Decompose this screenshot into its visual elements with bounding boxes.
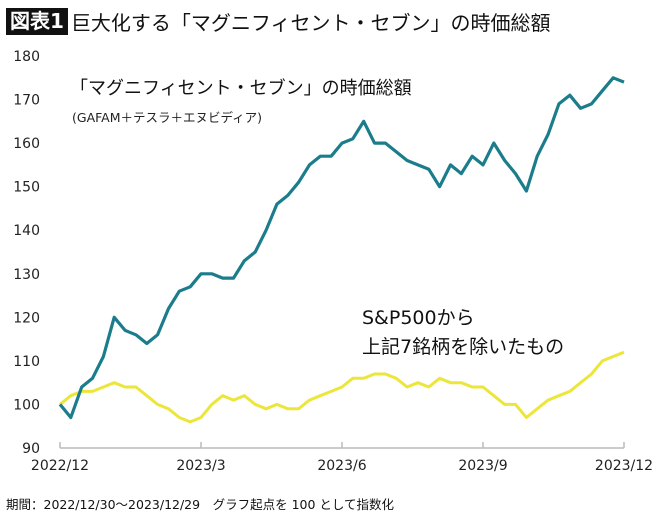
series-line-magnificent-seven — [58, 76, 625, 420]
x-tick-label: 2023/12 — [595, 458, 653, 474]
y-tick-label: 100 — [13, 397, 40, 413]
series-sublabel-magnificent-seven: (GAFAM＋テスラ＋エヌビディア) — [72, 110, 262, 125]
y-tick-label: 120 — [13, 310, 40, 326]
series-label-sp500-ex7-line1: S&P500から — [362, 307, 475, 329]
series-line-sp500-ex7 — [59, 350, 625, 424]
y-tick-label: 140 — [13, 223, 40, 239]
y-tick-label: 130 — [13, 267, 40, 283]
y-tick-label: 170 — [13, 93, 40, 109]
figure-title: 図表1 巨大化する「マグニフィセント・セブン」の時価総額 — [6, 7, 551, 36]
series-label-magnificent-seven: 「マグニフィセント・セブン」の時価総額 — [70, 77, 412, 99]
x-tick-label: 2022/12 — [31, 458, 89, 474]
y-tick-label: 180 — [13, 49, 40, 65]
footnote: 期間：2022/12/30〜2023/12/29 グラフ起点を 100 として指… — [6, 497, 395, 512]
title-text: 巨大化する「マグニフィセント・セブン」の時価総額 — [70, 11, 551, 35]
y-tick-label: 110 — [13, 354, 40, 370]
x-tick-label: 2023/6 — [317, 458, 366, 474]
x-tick-label: 2023/9 — [458, 458, 507, 474]
y-tick-label: 150 — [13, 180, 40, 196]
x-tick-label: 2023/3 — [176, 458, 225, 474]
series-label-sp500-ex7-line2: 上記7銘柄を除いたもの — [362, 336, 564, 358]
y-tick-label: 90 — [22, 441, 40, 457]
figure-badge: 図表1 — [6, 8, 68, 35]
y-tick-label: 160 — [13, 136, 40, 152]
